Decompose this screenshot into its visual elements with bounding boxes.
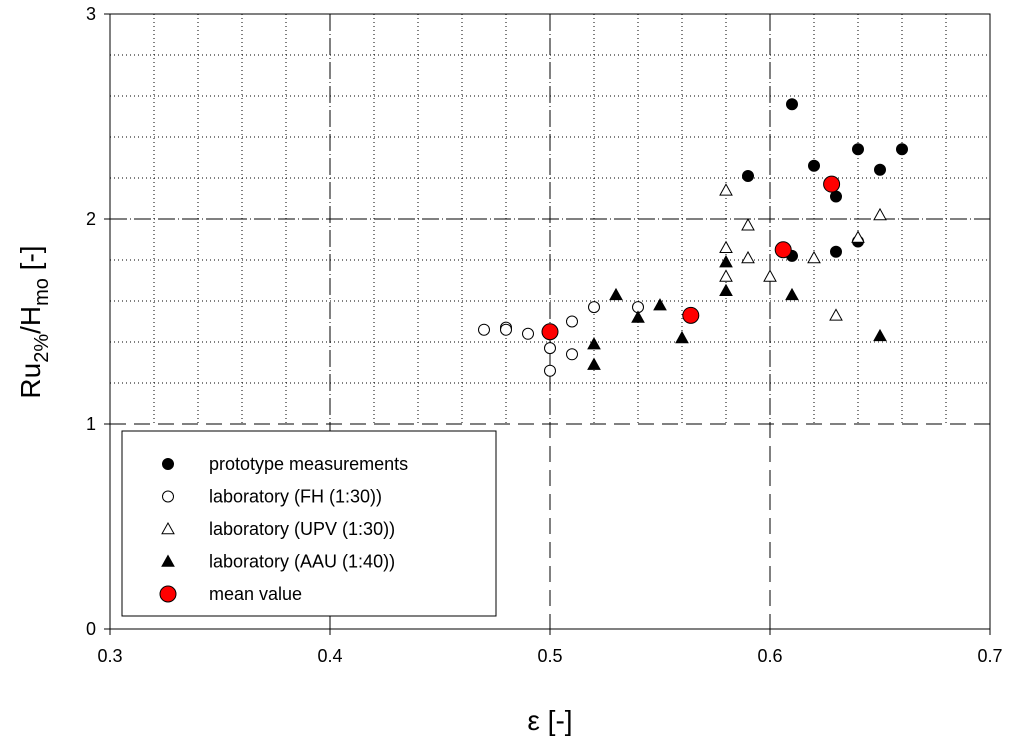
data-point: [500, 323, 512, 336]
y-title-sub2: mo: [31, 278, 53, 306]
data-point: [631, 310, 645, 323]
y-axis-title: Ru2%/Hmo [-]: [15, 245, 53, 398]
data-point: [774, 241, 792, 259]
data-point: [675, 330, 689, 344]
series-3: [587, 255, 887, 370]
series-1: [478, 301, 644, 377]
y-tick-label: 3: [86, 4, 96, 24]
data-point: [896, 143, 908, 156]
data-point: [478, 323, 490, 336]
data-point: [719, 255, 733, 268]
data-point: [609, 287, 623, 301]
data-point: [874, 163, 886, 176]
data-point: [587, 337, 601, 350]
data-point: [823, 175, 841, 193]
legend-label: laboratory (AAU (1:40)): [209, 552, 395, 572]
data-point: [873, 328, 887, 342]
data-point: [807, 250, 821, 264]
data-point: [742, 169, 754, 182]
x-axis-title: ε [-]: [527, 705, 572, 736]
data-points: [478, 98, 908, 377]
x-tick-label: 0.5: [537, 646, 562, 666]
legend-label: prototype measurements: [209, 454, 408, 474]
x-tick-label: 0.3: [97, 646, 122, 666]
data-point: [873, 207, 887, 221]
data-point: [719, 240, 733, 253]
data-point: [808, 159, 820, 172]
legend-label: mean value: [209, 584, 302, 604]
data-point: [719, 183, 733, 196]
legend-marker: [161, 554, 175, 567]
data-point: [719, 283, 733, 297]
series-4: [541, 175, 841, 341]
data-point: [541, 323, 559, 341]
data-point: [741, 250, 755, 264]
data-point: [852, 143, 864, 156]
legend: prototype measurements laboratory (FH (1:…: [121, 430, 497, 617]
data-point: [544, 342, 556, 355]
data-point: [588, 301, 600, 314]
data-point: [829, 308, 843, 321]
data-point: [786, 98, 798, 111]
y-title-tail: [-]: [15, 245, 46, 278]
x-tick-label: 0.4: [317, 646, 342, 666]
data-point: [566, 348, 578, 361]
data-point: [741, 218, 755, 231]
axis-ticks: 0.3 0.4 0.5 0.6 0.7 0 1 2 3: [86, 4, 1003, 666]
data-point: [522, 327, 534, 340]
legend-marker: [159, 585, 177, 603]
x-tick-label: 0.7: [977, 646, 1002, 666]
data-point: [785, 287, 799, 301]
y-title-base: Ru: [15, 363, 46, 399]
y-tick-label: 1: [86, 414, 96, 434]
y-title-sub1: 2%: [31, 334, 53, 363]
legend-marker: [162, 490, 174, 503]
data-point: [851, 230, 865, 243]
series-2: [719, 183, 887, 321]
data-point: [653, 298, 667, 311]
data-point: [544, 364, 556, 377]
data-point: [682, 306, 700, 324]
legend-marker: [162, 458, 174, 470]
y-tick-label: 0: [86, 619, 96, 639]
data-point: [830, 245, 842, 258]
legend-box: [121, 430, 497, 617]
data-point: [566, 315, 578, 328]
y-tick-label: 2: [86, 209, 96, 229]
data-point: [587, 357, 601, 370]
data-point: [763, 269, 777, 282]
x-tick-label: 0.6: [757, 646, 782, 666]
legend-label: laboratory (UPV (1:30)): [209, 519, 395, 539]
data-point: [719, 269, 733, 282]
legend-label: laboratory (FH (1:30)): [209, 487, 382, 507]
legend-marker: [161, 521, 175, 535]
y-title-mid: /H: [15, 306, 46, 334]
